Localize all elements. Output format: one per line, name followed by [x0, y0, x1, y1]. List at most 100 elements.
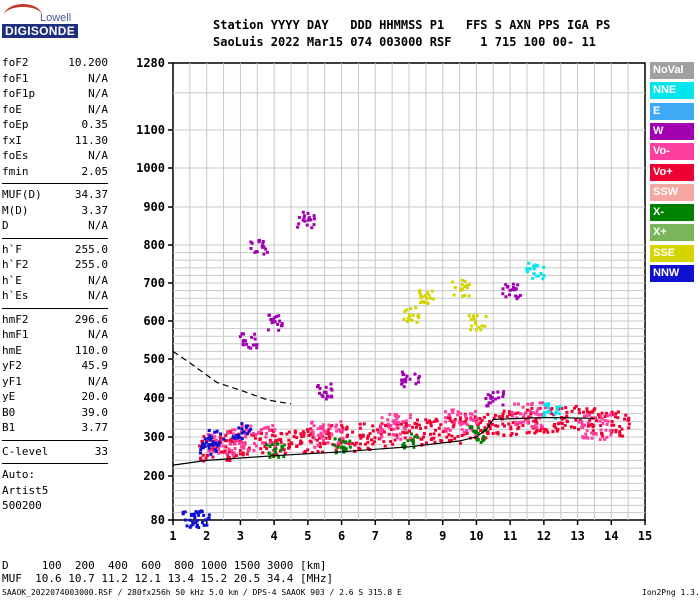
- data-point: [439, 423, 443, 427]
- data-point: [497, 415, 501, 419]
- data-point: [345, 425, 349, 429]
- data-point: [242, 430, 246, 434]
- data-point: [530, 425, 534, 429]
- data-point: [560, 422, 564, 426]
- data-point: [530, 403, 533, 406]
- data-point: [414, 306, 418, 310]
- data-point: [413, 422, 417, 425]
- data-point: [503, 424, 506, 428]
- data-point: [302, 451, 306, 455]
- data-point: [328, 426, 332, 430]
- data-point: [273, 443, 277, 447]
- data-point: [339, 420, 343, 424]
- data-point: [464, 414, 468, 418]
- data-point: [344, 427, 348, 431]
- data-point: [335, 429, 339, 433]
- x-tick-label: 5: [304, 529, 311, 543]
- data-point: [351, 430, 355, 434]
- series-nne: [525, 261, 562, 420]
- data-point: [405, 431, 409, 435]
- param-key: foF2: [2, 56, 29, 69]
- data-point: [231, 432, 235, 436]
- y-tick-label: 80: [151, 513, 165, 527]
- data-point: [277, 328, 281, 332]
- data-point: [250, 433, 254, 437]
- data-point: [485, 404, 489, 408]
- data-point: [474, 320, 477, 324]
- data-point: [559, 421, 563, 425]
- data-point: [192, 512, 196, 516]
- data-point: [238, 452, 242, 456]
- data-point: [316, 450, 320, 453]
- data-point: [277, 314, 281, 318]
- data-point: [263, 445, 267, 448]
- data-point: [593, 417, 596, 420]
- data-point: [231, 435, 235, 439]
- data-point: [527, 430, 531, 434]
- data-point: [252, 343, 256, 347]
- data-point: [555, 429, 559, 433]
- data-point: [577, 420, 581, 424]
- data-point: [264, 247, 268, 251]
- data-point: [259, 447, 263, 451]
- data-point: [311, 431, 315, 434]
- data-point: [590, 410, 594, 414]
- data-point: [371, 424, 375, 428]
- data-point: [618, 434, 622, 438]
- data-point: [379, 428, 383, 432]
- data-point: [190, 514, 193, 517]
- data-point: [538, 429, 542, 433]
- data-point: [400, 378, 404, 382]
- data-point: [312, 437, 316, 441]
- data-point: [320, 426, 324, 430]
- data-point: [219, 441, 223, 445]
- data-point: [474, 322, 478, 326]
- data-point: [554, 417, 558, 420]
- data-point: [312, 223, 316, 227]
- data-point: [379, 423, 383, 427]
- data-point: [359, 436, 363, 440]
- data-point: [302, 216, 306, 220]
- data-point: [333, 437, 337, 441]
- data-point: [238, 335, 242, 339]
- data-point: [261, 241, 265, 245]
- data-point: [475, 421, 479, 425]
- data-point: [273, 320, 277, 324]
- data-point: [273, 434, 277, 438]
- data-point: [264, 426, 268, 430]
- data-point: [196, 523, 199, 527]
- data-point: [463, 279, 467, 283]
- y-tick-label: 1000: [136, 161, 165, 175]
- param-separator: [2, 463, 108, 464]
- data-point: [411, 313, 415, 317]
- data-point: [520, 420, 524, 424]
- data-point: [611, 423, 615, 427]
- data-point: [354, 441, 358, 445]
- data-point: [502, 409, 506, 413]
- data-point: [383, 444, 387, 448]
- data-point: [370, 438, 373, 442]
- data-point: [541, 425, 544, 429]
- param-value: N/A: [88, 289, 108, 302]
- data-point: [490, 422, 494, 426]
- data-point: [604, 411, 608, 415]
- y-tick-label: 1100: [136, 123, 165, 137]
- data-point: [233, 436, 237, 440]
- data-point: [548, 410, 551, 414]
- data-point: [201, 521, 204, 524]
- data-point: [311, 432, 315, 436]
- data-point: [320, 436, 323, 440]
- data-point: [543, 406, 547, 410]
- data-point: [240, 427, 244, 431]
- data-point: [219, 450, 223, 454]
- data-point: [587, 421, 591, 425]
- data-point: [410, 432, 413, 436]
- data-point: [463, 412, 467, 416]
- data-point: [231, 453, 235, 457]
- data-point: [377, 431, 381, 435]
- data-point: [373, 436, 377, 440]
- param-key: MUF(D): [2, 188, 42, 201]
- data-point: [472, 317, 476, 321]
- param-row-fmin: fmin 2.05: [2, 165, 108, 179]
- data-point: [424, 294, 427, 298]
